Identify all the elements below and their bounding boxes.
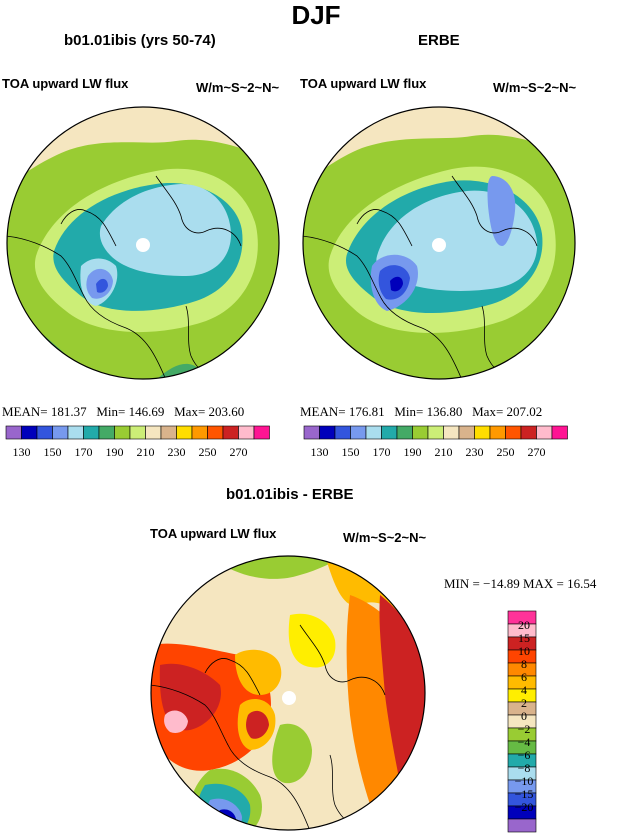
colorbar-tick-label: 270 (528, 445, 546, 459)
colorbar-swatch (129, 425, 146, 440)
panel-model-units: W/m~S~2~N~ (196, 80, 280, 95)
panel-model-subtitle: b01.01ibis (yrs 50-74) (64, 32, 216, 49)
colorbar-swatch (222, 425, 239, 440)
colorbar-tick-label: 20 (518, 618, 530, 632)
colorbar-tick-label: −8 (518, 761, 531, 775)
colorbar-swatch (334, 425, 351, 440)
diff-polar-map (150, 555, 426, 831)
colorbar-tick-label: 130 (311, 445, 329, 459)
colorbar-swatch (536, 425, 553, 440)
colorbar-tick-label: 130 (13, 445, 31, 459)
colorbar-tick-label: −10 (515, 774, 534, 788)
obs-min-label: Min= (394, 404, 424, 419)
colorbar-swatch (505, 425, 522, 440)
colorbar-tick-label: 8 (521, 657, 527, 671)
colorbar-swatch (381, 425, 398, 440)
colorbar-tick-label: 6 (521, 670, 527, 684)
colorbar-tick-label: 250 (199, 445, 217, 459)
colorbar-swatch (207, 425, 224, 440)
obs-max-label: Max= (472, 404, 504, 419)
colorbar-tick-label: 4 (521, 683, 527, 697)
colorbar-tick-label: 150 (342, 445, 360, 459)
colorbar-tick-label: 270 (230, 445, 248, 459)
colorbar-swatch (83, 425, 100, 440)
obs-polar-map (302, 106, 576, 380)
model-max-label: Max= (174, 404, 206, 419)
colorbar-swatch (365, 425, 382, 440)
colorbar-tick-label: 2 (521, 696, 527, 710)
page-title: DJF (291, 0, 341, 30)
model-stats: MEAN= 181.37 Min= 146.69 Max= 203.60 (2, 404, 244, 420)
colorbar-tick-label: −6 (518, 748, 531, 762)
colorbar-swatch (303, 425, 320, 440)
colorbar-tick-label: 210 (137, 445, 155, 459)
panel-obs-units: W/m~S~2~N~ (493, 80, 577, 95)
colorbar-tick-label: 150 (44, 445, 62, 459)
model-colorbar: 130 150 170 190 210 230 250 270 (5, 425, 270, 459)
obs-min-value: 136.80 (426, 404, 463, 419)
colorbar-swatch (145, 425, 162, 440)
model-polar-map (6, 106, 280, 380)
panel-obs-subtitle: ERBE (418, 32, 460, 49)
colorbar-swatch (5, 425, 22, 440)
colorbar-swatch (176, 425, 193, 440)
diff-stats: MIN = −14.89 MAX = 16.54 (444, 576, 597, 591)
colorbar-swatch (520, 425, 537, 440)
obs-mean-value: 176.81 (348, 404, 385, 419)
colorbar-swatch (36, 425, 53, 440)
colorbar-swatch (253, 425, 270, 440)
obs-max-value: 207.02 (506, 404, 543, 419)
colorbar-tick-label: 230 (466, 445, 484, 459)
colorbar-tick-label: 250 (497, 445, 515, 459)
colorbar-swatch (160, 425, 177, 440)
colorbar-tick-label: 190 (404, 445, 422, 459)
colorbar-swatch (191, 425, 208, 440)
model-mean-label: MEAN= (2, 404, 48, 419)
colorbar-tick-label: 15 (518, 631, 530, 645)
colorbar-tick-label: 170 (373, 445, 391, 459)
colorbar-swatch (427, 425, 444, 440)
colorbar-tick-label: −2 (518, 722, 531, 736)
colorbar-tick-label: −20 (515, 800, 534, 814)
panel-diff-units: W/m~S~2~N~ (343, 530, 427, 545)
colorbar-tick-label: 230 (168, 445, 186, 459)
colorbar-tick-label: −15 (515, 787, 534, 801)
colorbar-swatch (319, 425, 336, 440)
model-min-value: 146.69 (128, 404, 165, 419)
colorbar-swatch (474, 425, 491, 440)
colorbar-swatch (489, 425, 506, 440)
colorbar-tick-label: 190 (106, 445, 124, 459)
colorbar-swatch (21, 425, 38, 440)
model-min-label: Min= (96, 404, 126, 419)
obs-colorbar: 130 150 170 190 210 230 250 270 (303, 425, 568, 459)
colorbar-swatch (458, 425, 475, 440)
model-max-value: 203.60 (208, 404, 245, 419)
colorbar-swatch (412, 425, 429, 440)
colorbar-swatch (114, 425, 131, 440)
colorbar-swatch (443, 425, 460, 440)
colorbar-tick-label: −4 (518, 735, 531, 749)
colorbar-tick-label: 170 (75, 445, 93, 459)
model-mean-value: 181.37 (50, 404, 87, 419)
obs-stats: MEAN= 176.81 Min= 136.80 Max= 207.02 (300, 404, 542, 420)
colorbar-tick-label: 0 (521, 709, 527, 723)
colorbar-swatch (52, 425, 69, 440)
colorbar-swatch (551, 425, 568, 440)
colorbar-tick-label: 10 (518, 644, 530, 658)
colorbar-swatch (396, 425, 413, 440)
colorbar-swatch (350, 425, 367, 440)
colorbar-swatch (507, 818, 537, 833)
panel-diff-variable: TOA upward LW flux (150, 526, 277, 541)
panel-obs-variable: TOA upward LW flux (300, 76, 427, 91)
obs-mean-label: MEAN= (300, 404, 346, 419)
colorbar-swatch (67, 425, 84, 440)
colorbar-swatch (98, 425, 115, 440)
colorbar-tick-label: 210 (435, 445, 453, 459)
panel-diff-subtitle: b01.01ibis - ERBE (226, 486, 354, 503)
panel-model-variable: TOA upward LW flux (2, 76, 129, 91)
colorbar-swatch (238, 425, 255, 440)
